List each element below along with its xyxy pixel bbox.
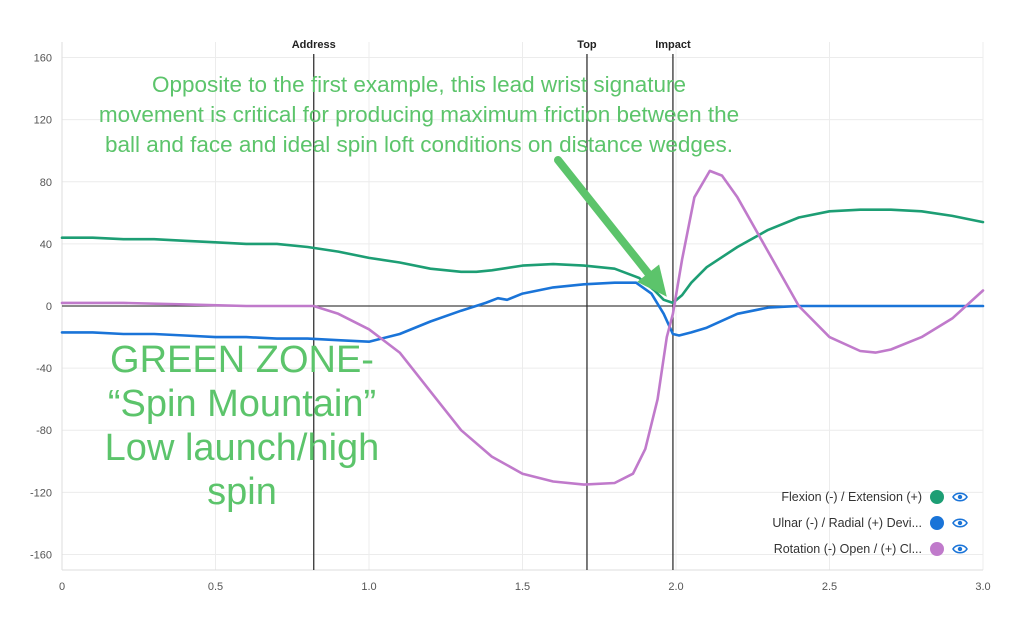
legend-color-dot — [930, 516, 944, 530]
annotation-arrow — [554, 156, 667, 297]
legend-item-ulnar: Ulnar (-) / Radial (+) Devi... — [668, 510, 968, 536]
green-zone-line: GREEN ZONE- — [110, 339, 374, 381]
x-tick-label: 1.5 — [515, 581, 530, 593]
legend-color-dot — [930, 542, 944, 556]
annotation-green-zone: GREEN ZONE- “Spin Mountain” Low launch/h… — [66, 338, 418, 514]
green-zone-line: “Spin Mountain” — [107, 383, 377, 425]
y-tick-label: 0 — [46, 301, 52, 313]
y-tick-label: -80 — [36, 425, 52, 437]
y-tick-label: 120 — [34, 115, 52, 127]
annotation-note: Opposite to the first example, this lead… — [64, 70, 774, 160]
x-tick-label: 1.0 — [361, 581, 376, 593]
green-zone-line: Low launch/high — [104, 427, 380, 469]
annotation-note-line: ball and face and ideal spin loft condit… — [105, 132, 733, 157]
green-zone-line: spin — [207, 471, 277, 513]
marker-label: Address — [292, 39, 336, 51]
series-lines — [60, 169, 985, 486]
series-line-0 — [60, 208, 985, 305]
x-tick-label: 2.5 — [822, 581, 837, 593]
y-tick-label: -40 — [36, 363, 52, 375]
legend-color-dot — [930, 490, 944, 504]
eye-icon[interactable] — [952, 543, 968, 555]
x-tick-label: 3.0 — [975, 581, 990, 593]
legend-label: Ulnar (-) / Radial (+) Devi... — [772, 516, 922, 530]
chart-legend: Flexion (-) / Extension (+) Ulnar (-) / … — [668, 484, 968, 562]
x-tick-label: 0 — [59, 581, 65, 593]
x-tick-label: 0.5 — [208, 581, 223, 593]
arrow-head — [637, 264, 667, 297]
x-tick-label: 2.0 — [668, 581, 683, 593]
annotation-note-line: movement is critical for producing maxim… — [98, 102, 740, 127]
legend-item-flexion: Flexion (-) / Extension (+) — [668, 484, 968, 510]
y-tick-label: 40 — [40, 239, 52, 251]
legend-label: Flexion (-) / Extension (+) — [781, 490, 922, 504]
series-line-2 — [60, 169, 985, 486]
marker-label: Impact — [655, 39, 691, 51]
y-tick-label: 160 — [34, 53, 52, 65]
y-tick-label: -160 — [30, 549, 52, 561]
eye-icon[interactable] — [952, 517, 968, 529]
annotation-note-line: Opposite to the first example, this lead… — [151, 72, 686, 97]
y-tick-label: -120 — [30, 487, 52, 499]
legend-label: Rotation (-) Open / (+) Cl... — [773, 542, 922, 556]
legend-item-rotation: Rotation (-) Open / (+) Cl... — [668, 536, 968, 562]
y-tick-label: 80 — [40, 177, 52, 189]
eye-icon[interactable] — [952, 491, 968, 503]
arrow-shaft — [554, 156, 653, 278]
marker-label: Top — [577, 39, 597, 51]
